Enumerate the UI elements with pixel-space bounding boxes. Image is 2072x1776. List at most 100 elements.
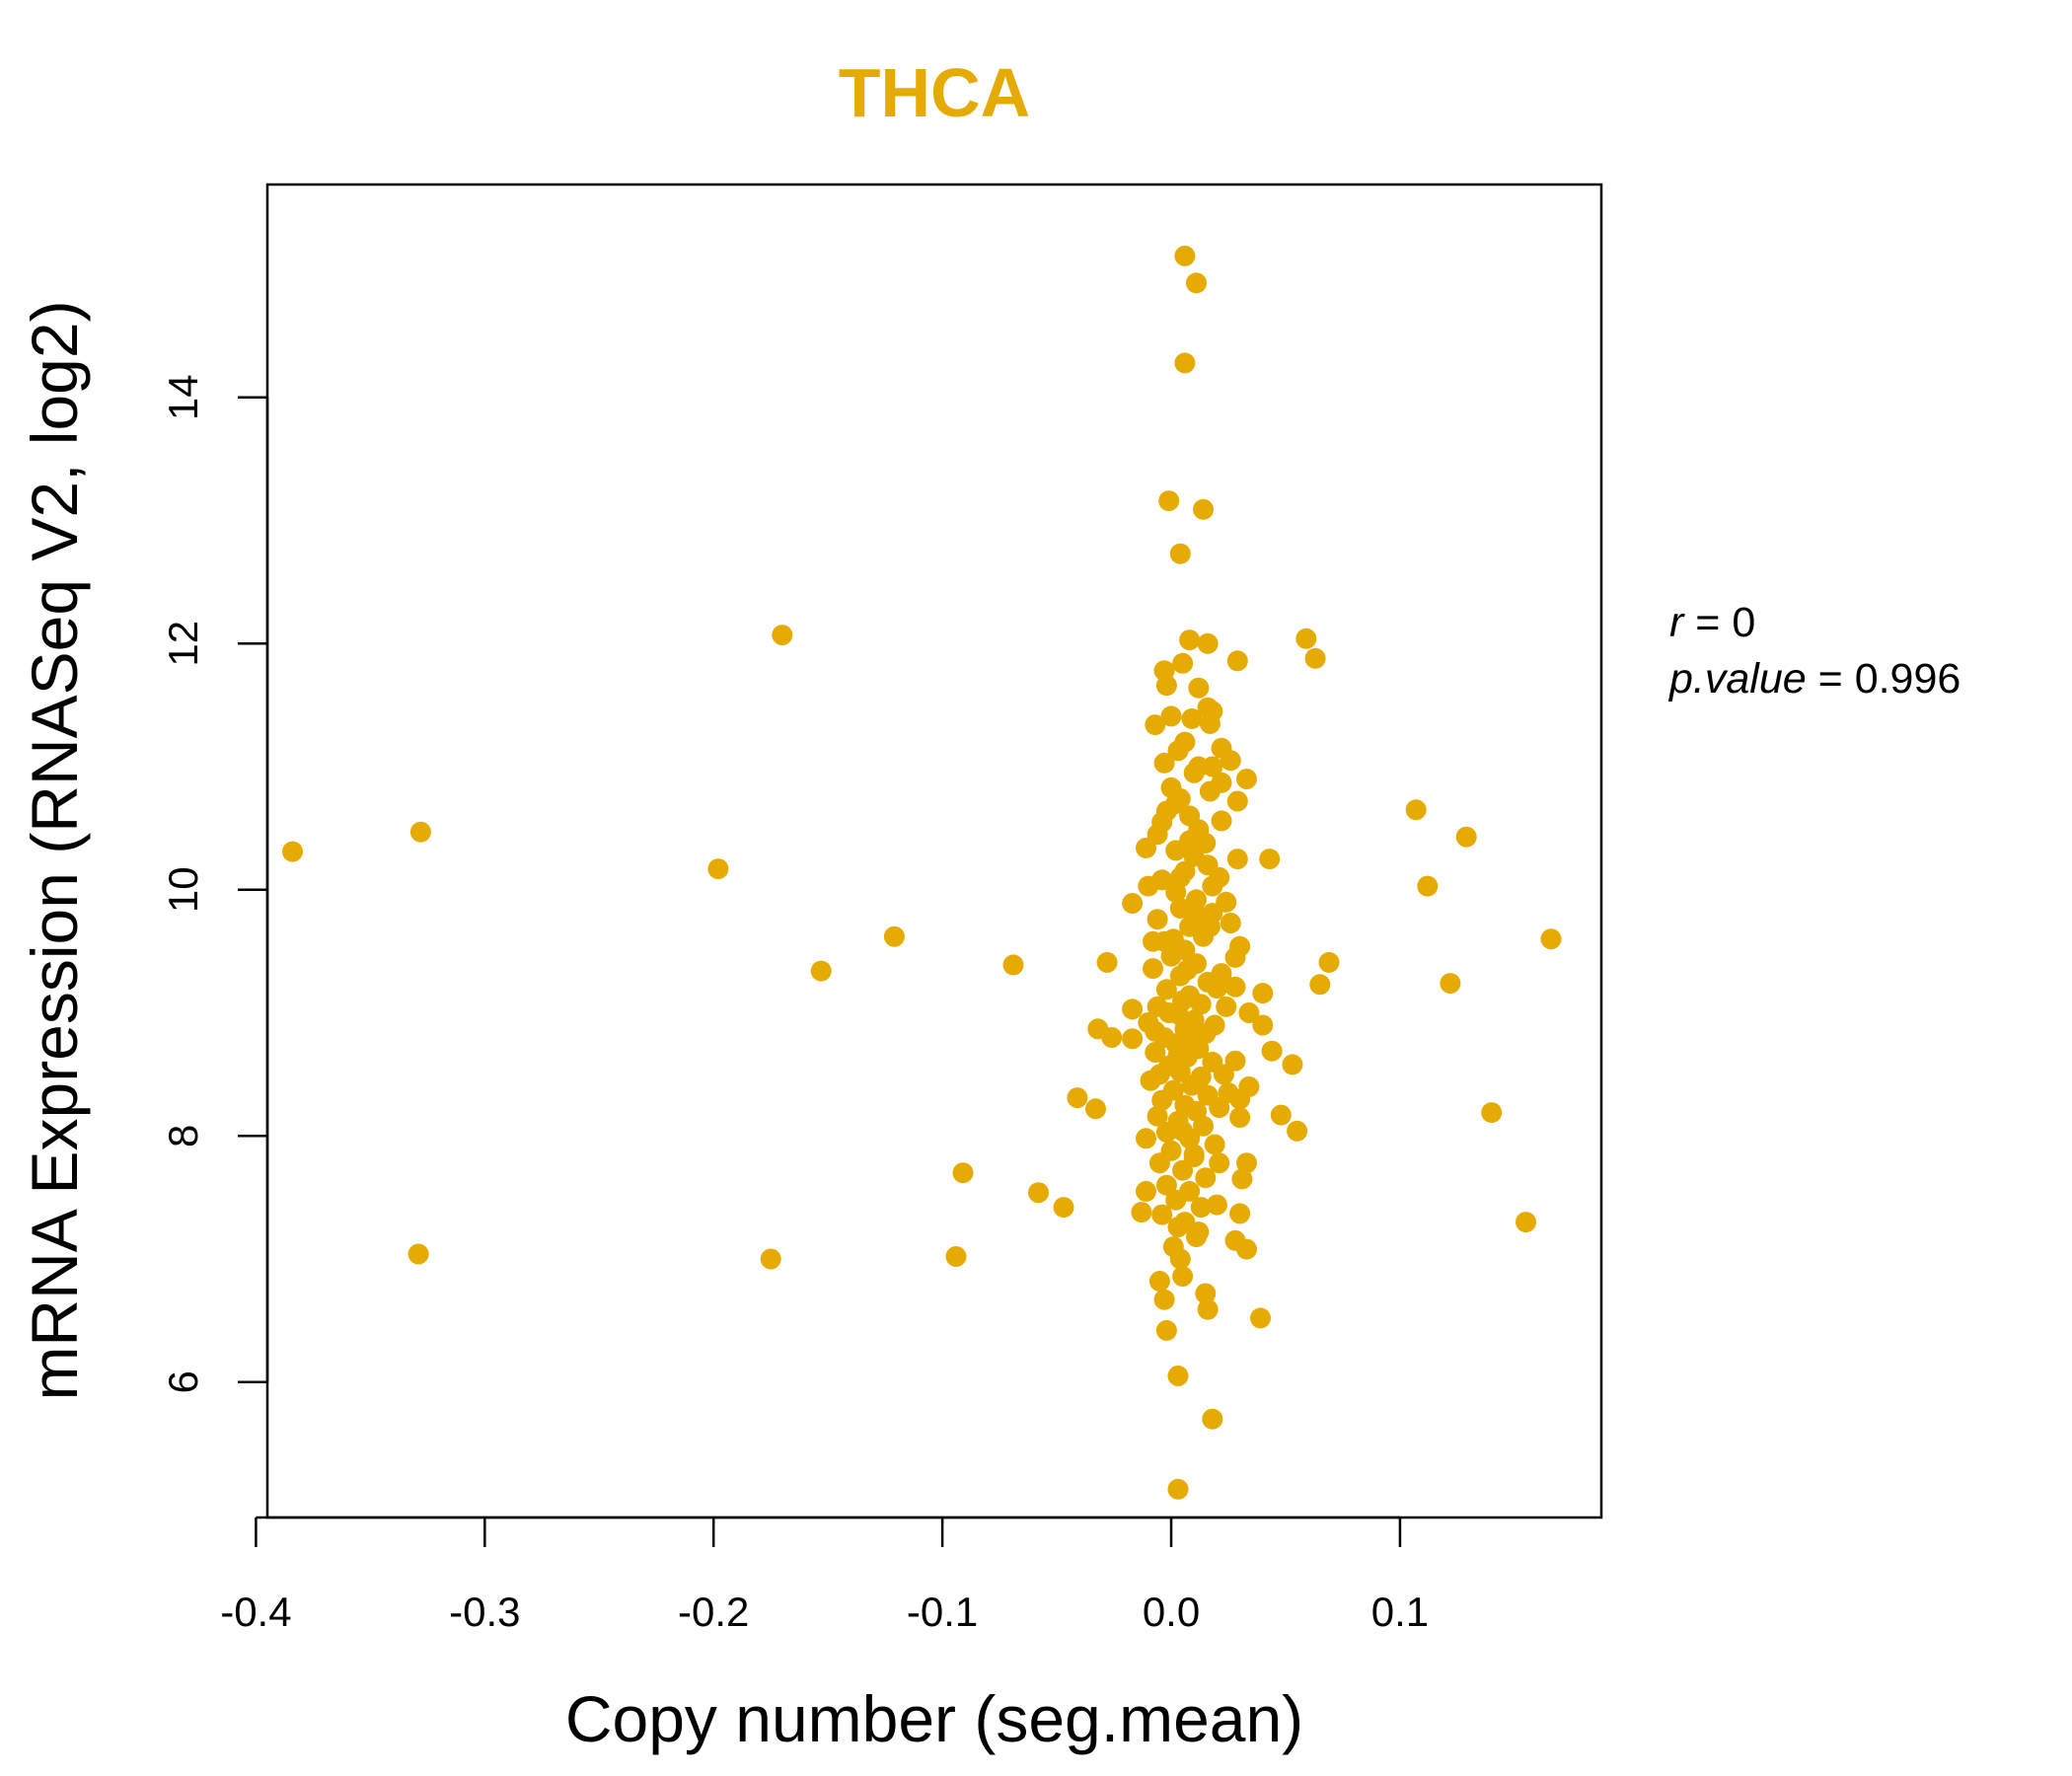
data-point bbox=[1155, 1319, 1177, 1341]
data-point bbox=[1183, 1147, 1205, 1167]
data-point bbox=[1179, 830, 1201, 851]
data-point bbox=[1174, 352, 1196, 374]
data-point bbox=[1151, 869, 1173, 891]
data-point bbox=[1193, 498, 1214, 520]
data-point bbox=[1172, 1266, 1194, 1287]
data-point bbox=[1250, 1307, 1271, 1329]
data-point bbox=[1213, 1064, 1234, 1085]
data-point bbox=[1197, 632, 1219, 654]
data-point bbox=[1143, 958, 1163, 980]
data-point bbox=[1236, 769, 1257, 789]
y-axis-label: mRNA Expression (RNASeq V2, log2) bbox=[18, 300, 91, 1400]
correlation-annotation: r = 0 p.value = 0.996 bbox=[1667, 599, 1961, 703]
data-point bbox=[1155, 675, 1177, 697]
data-point bbox=[1211, 810, 1232, 832]
data-point bbox=[1169, 1061, 1191, 1082]
data-point bbox=[1145, 1042, 1166, 1063]
data-point bbox=[1226, 650, 1248, 672]
data-point bbox=[1218, 1082, 1239, 1104]
x-tick-label: 0.1 bbox=[1371, 1589, 1429, 1635]
data-point bbox=[1216, 996, 1237, 1017]
x-tick-label: -0.1 bbox=[907, 1589, 978, 1635]
data-point bbox=[407, 1243, 429, 1265]
data-point bbox=[1226, 790, 1248, 812]
data-point bbox=[1181, 1020, 1203, 1042]
data-point bbox=[1162, 1236, 1184, 1258]
data-point bbox=[1176, 959, 1198, 981]
x-tick-label: 0.0 bbox=[1143, 1589, 1200, 1635]
data-point bbox=[1204, 1134, 1225, 1155]
data-point bbox=[772, 625, 793, 646]
data-point bbox=[1122, 999, 1144, 1020]
data-point bbox=[1516, 1212, 1536, 1233]
data-point bbox=[760, 1248, 781, 1270]
data-point bbox=[1053, 1197, 1074, 1219]
r-value: 0 bbox=[1732, 599, 1755, 646]
x-tick-label: -0.2 bbox=[678, 1589, 749, 1635]
data-point bbox=[1147, 1105, 1168, 1127]
r-annotation: r = 0 bbox=[1669, 599, 1755, 646]
data-point bbox=[1143, 930, 1163, 952]
r-label: r bbox=[1669, 599, 1685, 646]
p-value-annotation: p.value = 0.996 bbox=[1667, 655, 1961, 703]
data-point bbox=[1174, 245, 1196, 266]
data-point bbox=[1172, 1159, 1194, 1181]
data-point bbox=[1148, 1152, 1170, 1174]
data-point bbox=[1261, 1040, 1283, 1062]
data-point bbox=[1174, 1212, 1196, 1233]
p-value-value: 0.996 bbox=[1855, 655, 1961, 703]
data-point bbox=[1151, 811, 1173, 833]
x-tick-label: -0.3 bbox=[449, 1589, 520, 1635]
data-point bbox=[1136, 1128, 1156, 1149]
data-point bbox=[1158, 1002, 1180, 1023]
data-point bbox=[1204, 1014, 1225, 1036]
data-point bbox=[1190, 994, 1212, 1015]
data-point bbox=[1455, 826, 1477, 848]
data-point bbox=[1188, 756, 1210, 777]
data-point bbox=[1147, 909, 1168, 930]
data-point bbox=[1202, 1408, 1223, 1430]
data-point bbox=[1172, 990, 1194, 1011]
data-point bbox=[1155, 1122, 1177, 1143]
data-point bbox=[1122, 1028, 1144, 1050]
data-point bbox=[1096, 951, 1118, 973]
p-value-label: p.value bbox=[1667, 655, 1807, 703]
data-point bbox=[1153, 752, 1175, 774]
data-point bbox=[1151, 1204, 1173, 1225]
data-point bbox=[1202, 701, 1223, 722]
data-point bbox=[1197, 1298, 1219, 1320]
data-point bbox=[1067, 1087, 1088, 1109]
data-point bbox=[1229, 935, 1251, 957]
data-point bbox=[1304, 647, 1326, 669]
data-point bbox=[1295, 628, 1317, 649]
data-point bbox=[1167, 1045, 1189, 1067]
data-point bbox=[1155, 979, 1177, 1000]
data-point bbox=[1229, 1203, 1251, 1224]
data-point bbox=[1165, 793, 1187, 814]
chart-title: THCA bbox=[839, 54, 1030, 131]
x-tick-label: -0.4 bbox=[220, 1589, 291, 1635]
data-point bbox=[1160, 705, 1182, 727]
data-point bbox=[1167, 1478, 1189, 1500]
r-equals: = bbox=[1683, 599, 1732, 646]
data-point bbox=[1181, 1074, 1203, 1096]
data-point bbox=[1270, 1104, 1292, 1126]
y-tick-label: 12 bbox=[160, 621, 206, 667]
data-point bbox=[1162, 928, 1184, 950]
data-point bbox=[1209, 866, 1230, 888]
data-point bbox=[1172, 652, 1194, 674]
data-point bbox=[1155, 1174, 1177, 1196]
data-point bbox=[1199, 916, 1221, 937]
data-point bbox=[1101, 1027, 1123, 1048]
data-point bbox=[1190, 1197, 1212, 1219]
data-point bbox=[1002, 954, 1024, 976]
data-point bbox=[1165, 1189, 1187, 1211]
data-point bbox=[1181, 707, 1203, 729]
data-point bbox=[1197, 1084, 1219, 1106]
data-point bbox=[1158, 490, 1180, 512]
data-point bbox=[810, 960, 832, 982]
y-tick-label: 10 bbox=[160, 866, 206, 913]
data-point bbox=[1540, 928, 1562, 950]
data-point bbox=[1169, 866, 1191, 888]
